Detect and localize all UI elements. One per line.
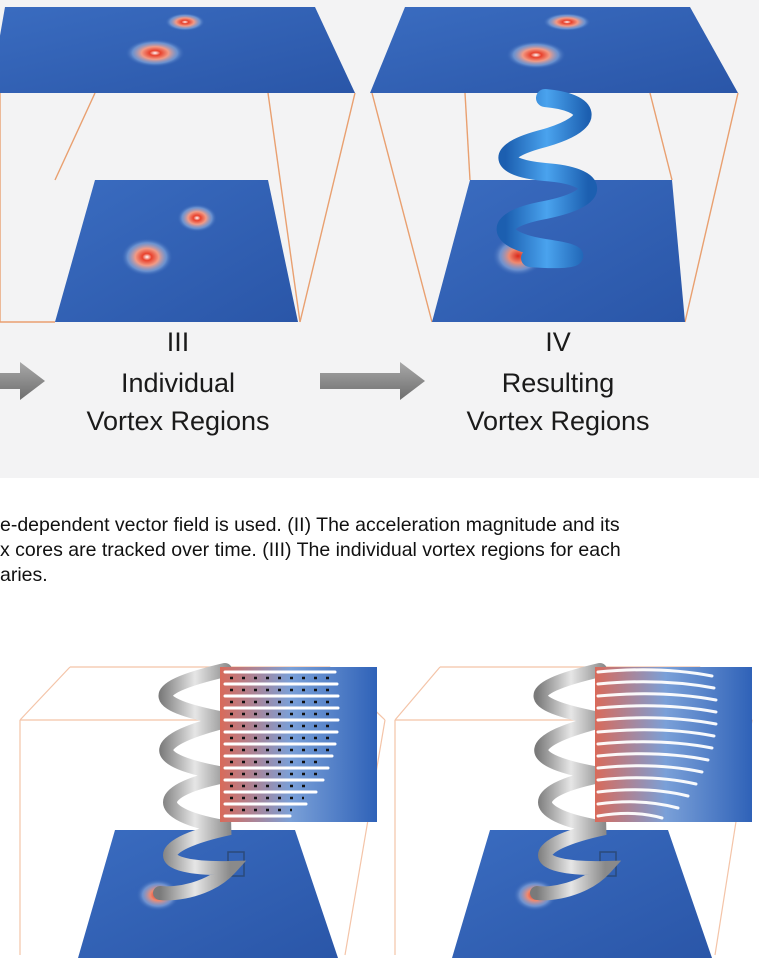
panel-iii-top-vortex-b bbox=[125, 39, 185, 67]
bottom-right-plane bbox=[452, 830, 712, 958]
bottom-left-plane bbox=[78, 830, 338, 958]
panel-iii-title-line1: Individual bbox=[120, 368, 236, 398]
panel-iii-numeral: III bbox=[166, 327, 190, 357]
caption-line-2: x cores are tracked over time. (III) The… bbox=[0, 539, 621, 561]
caption-line-3: aries. bbox=[0, 564, 48, 586]
panel-iv-illustration bbox=[370, 7, 739, 323]
figure-caption: e-dependent vector field is used. (II) T… bbox=[0, 513, 759, 588]
panel-iv-top-vortex-b bbox=[506, 41, 566, 69]
bottom-left-helix-tube bbox=[153, 663, 247, 901]
bottom-right-helix-tube bbox=[530, 663, 622, 901]
panel-iii-title-line2: Vortex Regions bbox=[86, 406, 270, 436]
arrow-into-panel-iii bbox=[0, 362, 45, 400]
panel-iii-box-edges bbox=[0, 92, 356, 323]
panel-iii-bottom-vortex-b bbox=[121, 238, 173, 276]
bottom-left-streamline-markers bbox=[230, 676, 335, 812]
panel-iv-box-edges bbox=[371, 92, 739, 323]
panel-iv-title-line1: Resulting bbox=[501, 368, 615, 398]
bottom-left-streamlines bbox=[223, 670, 340, 818]
panel-iii-illustration bbox=[0, 7, 356, 323]
bottom-right-slab bbox=[595, 667, 752, 822]
bottom-right-stream-rings bbox=[596, 668, 718, 820]
panel-iv-top-vortex-a bbox=[543, 13, 591, 31]
arrow-into-panel-iv bbox=[320, 362, 425, 400]
panel-iii-top-vortex-a bbox=[165, 13, 205, 31]
panel-iv-numeral: IV bbox=[545, 327, 571, 357]
bottom-left-illustration bbox=[19, 663, 386, 958]
panel-iii-bottom-plane bbox=[55, 180, 298, 322]
panel-iii-bottom-vortex-a bbox=[177, 204, 217, 232]
panel-iv-title-line2: Vortex Regions bbox=[466, 406, 650, 436]
panel-iv-helix-tube bbox=[496, 89, 597, 269]
caption-line-1: e-dependent vector field is used. (II) T… bbox=[0, 514, 620, 536]
bottom-right-illustration bbox=[394, 663, 753, 958]
